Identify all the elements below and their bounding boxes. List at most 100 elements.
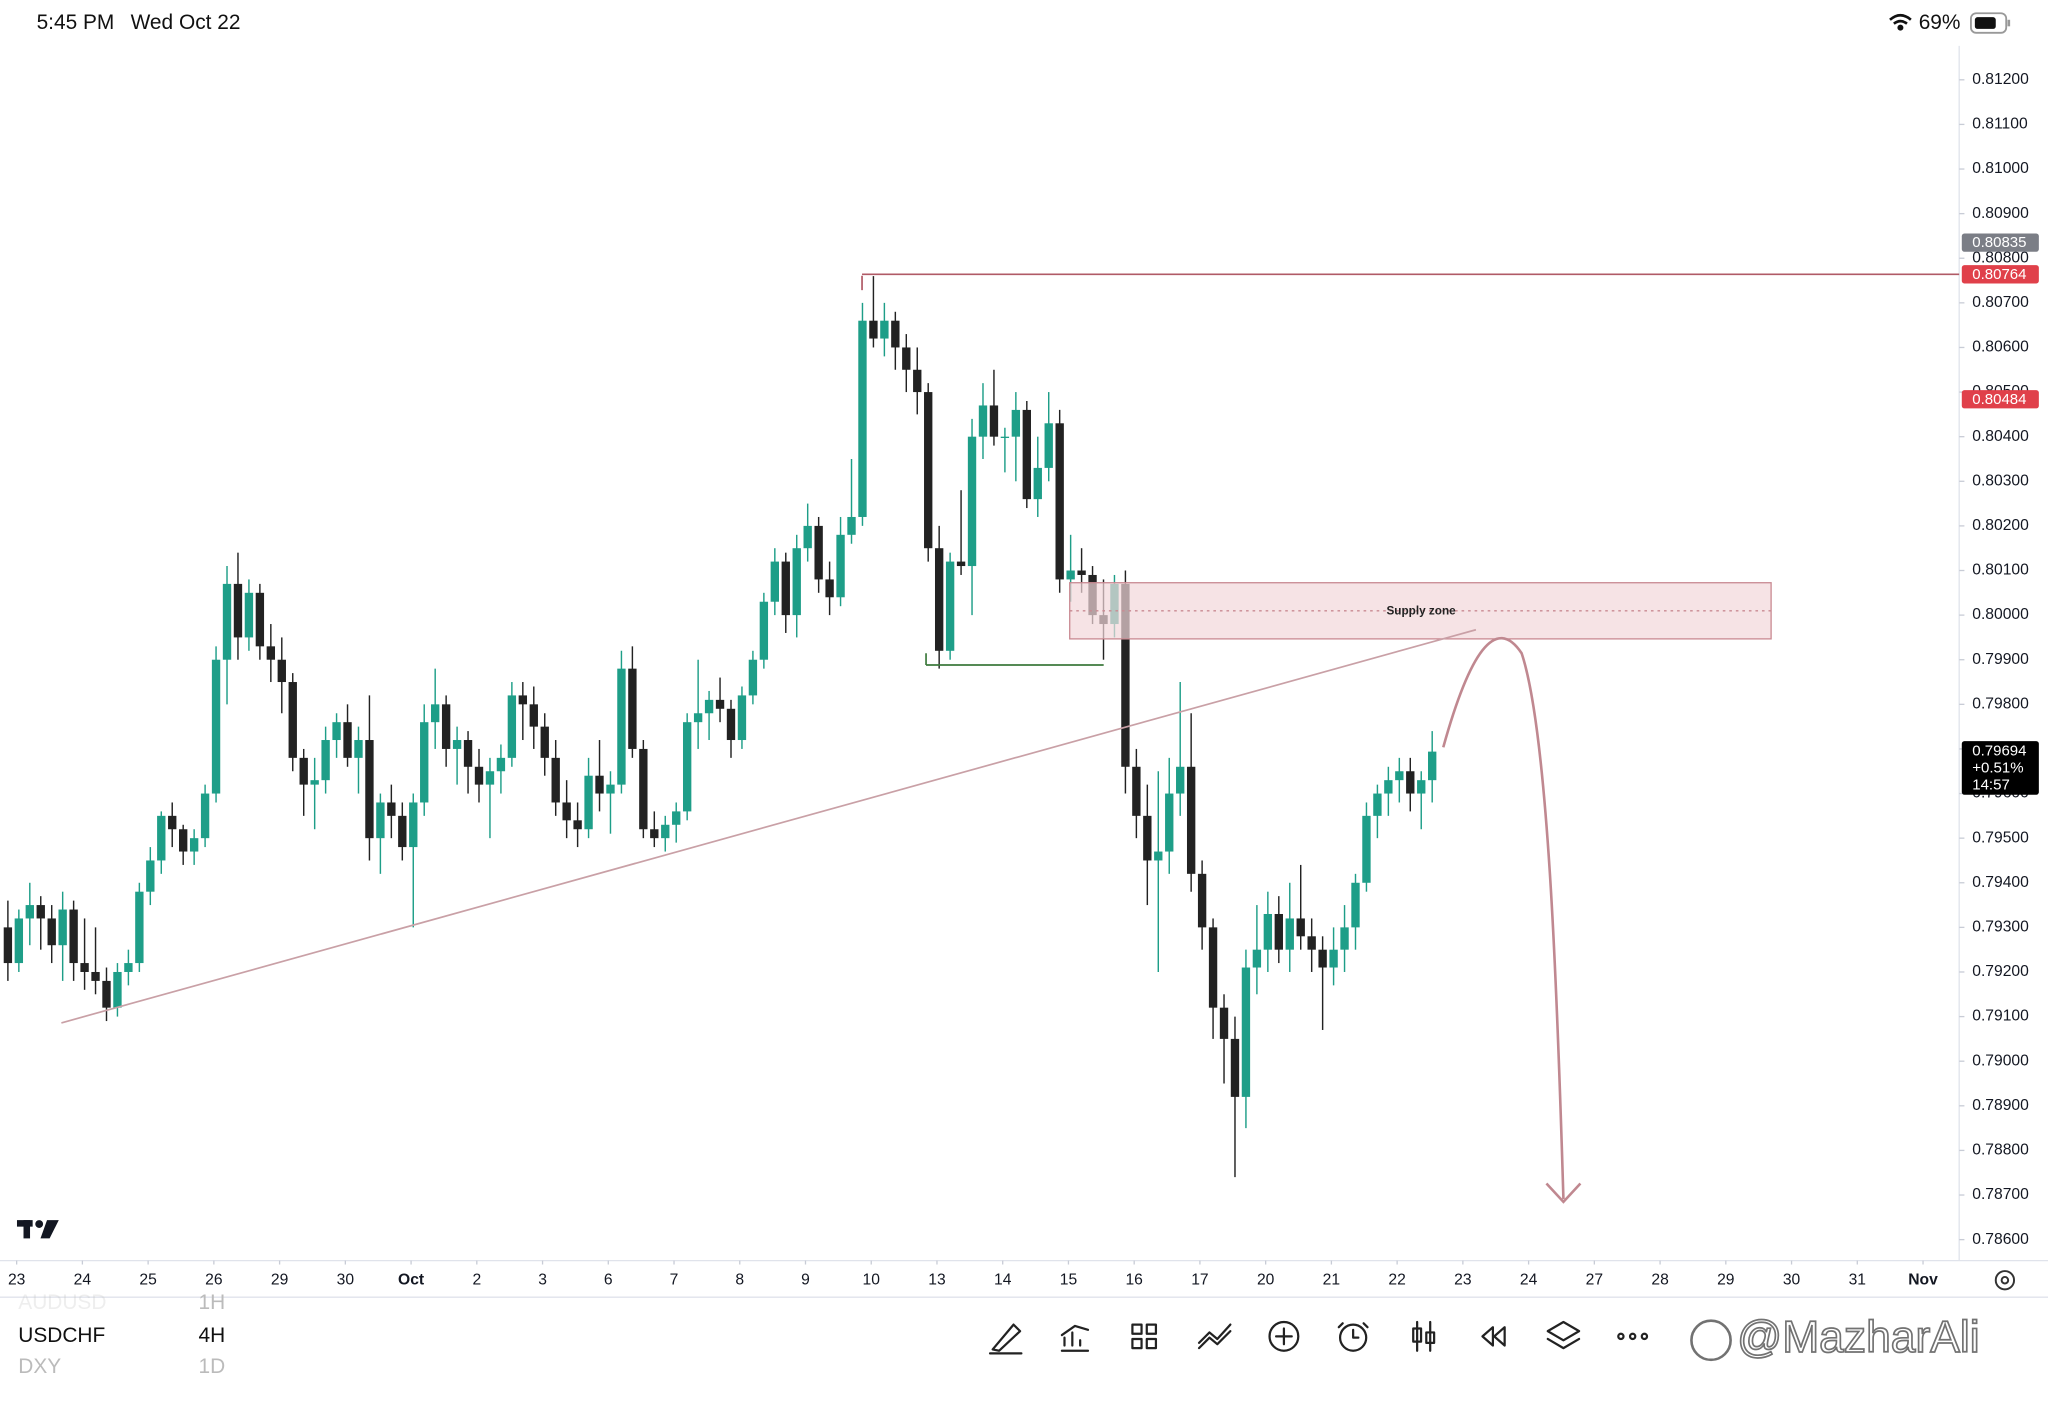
candle-body xyxy=(902,347,911,370)
candle-body xyxy=(485,771,495,785)
symbol-next[interactable]: DXY xyxy=(18,1355,61,1378)
candle-body xyxy=(792,548,801,616)
layout-tool[interactable] xyxy=(1131,1323,1158,1350)
y-tick-label: 0.80800 xyxy=(1972,249,2029,266)
status-date: Wed Oct 22 xyxy=(131,11,241,34)
last-price-countdown: 14:57 xyxy=(1972,777,2010,794)
x-tick-label: 30 xyxy=(337,1271,355,1288)
x-tick-label: 29 xyxy=(1717,1271,1734,1288)
candle-body xyxy=(179,829,188,852)
candle-body xyxy=(562,802,571,821)
candle-body xyxy=(102,980,111,1008)
x-tick-label: Nov xyxy=(1908,1271,1938,1288)
candle-body xyxy=(409,802,418,848)
x-tick-label: 21 xyxy=(1323,1271,1340,1288)
candle-body xyxy=(1066,570,1075,580)
candle-body xyxy=(91,971,100,981)
layers-tool[interactable] xyxy=(1546,1320,1581,1350)
candle-body xyxy=(913,369,922,393)
y-tick-label: 0.79100 xyxy=(1972,1008,2029,1025)
candle-body xyxy=(1197,873,1207,928)
candle-body xyxy=(321,740,330,781)
candle-body xyxy=(1022,409,1031,500)
candle-body xyxy=(989,405,999,437)
y-tick-label: 0.79000 xyxy=(1972,1052,2029,1069)
candle-body xyxy=(507,695,517,758)
x-tick-label: 25 xyxy=(139,1271,157,1288)
x-tick-label: 31 xyxy=(1849,1271,1866,1288)
candle-body xyxy=(770,561,780,602)
more-dot[interactable] xyxy=(1640,1332,1649,1341)
candle-body xyxy=(1077,570,1086,575)
y-tick-label: 0.80700 xyxy=(1972,294,2029,311)
candle-body xyxy=(650,829,659,839)
last-price-badge xyxy=(1961,741,2039,795)
y-tick-label: 0.79900 xyxy=(1972,651,2029,668)
add-plus[interactable] xyxy=(1274,1327,1293,1346)
candle-body xyxy=(1384,780,1393,794)
battery-icon xyxy=(1970,12,2011,34)
candle-body xyxy=(189,838,199,852)
y-tick-label: 0.78900 xyxy=(1972,1097,2029,1114)
candle-body xyxy=(781,561,790,616)
candle-body xyxy=(1176,766,1185,794)
candle-body xyxy=(1132,766,1141,816)
x-tick-label: 16 xyxy=(1125,1271,1143,1288)
trend-line xyxy=(61,628,1477,1024)
y-tick-label: 0.81200 xyxy=(1972,71,2029,88)
symbol[interactable]: USDCHF xyxy=(18,1324,105,1347)
x-tick-label: Oct xyxy=(398,1271,425,1288)
candle-body xyxy=(1241,967,1251,1097)
projection-arrow xyxy=(1442,637,1565,1200)
y-tick-label: 0.81000 xyxy=(1972,160,2029,177)
candle-body xyxy=(891,320,900,348)
y-tick-label: 0.80400 xyxy=(1972,428,2029,445)
candle-body xyxy=(452,740,462,749)
candle-body xyxy=(69,909,78,964)
compare-tool[interactable] xyxy=(1197,1323,1232,1350)
x-tick-label: 30 xyxy=(1783,1271,1801,1288)
x-tick-label: 10 xyxy=(863,1271,881,1288)
x-tick-label: 23 xyxy=(8,1271,26,1288)
candle-body xyxy=(222,583,232,660)
candle-body xyxy=(869,320,878,339)
x-tick-label: 26 xyxy=(205,1271,223,1288)
candle-body xyxy=(1208,927,1218,1008)
symbol-prev[interactable]: AUDUSD xyxy=(18,1291,106,1314)
candle-body xyxy=(945,561,955,651)
candle-body xyxy=(814,525,823,580)
x-tick-label: 6 xyxy=(604,1271,613,1288)
more-dot[interactable] xyxy=(1628,1332,1637,1341)
last-price-change: +0.51% xyxy=(1972,760,2023,777)
replay-tool[interactable] xyxy=(1481,1326,1506,1347)
bar-style-tool[interactable] xyxy=(1412,1320,1436,1352)
candle-body xyxy=(759,601,769,660)
candle-body xyxy=(1296,918,1305,937)
candle-body xyxy=(1329,949,1338,968)
x-tick-label: 20 xyxy=(1257,1271,1275,1288)
candle-body xyxy=(430,704,440,723)
candle-body xyxy=(639,748,648,830)
interval-prev[interactable]: 1H xyxy=(199,1291,226,1314)
y-tick-label: 0.79400 xyxy=(1972,874,2029,891)
add-tool[interactable] xyxy=(1268,1320,1300,1352)
more-dot[interactable] xyxy=(1617,1332,1625,1341)
alert-hands[interactable] xyxy=(1337,1322,1369,1339)
candle-body xyxy=(1285,918,1294,950)
y-tick-label: 0.79500 xyxy=(1972,829,2029,846)
candle-body xyxy=(3,927,13,964)
candle-body xyxy=(233,583,243,638)
settings-icon[interactable] xyxy=(1994,1270,2016,1291)
alert-tool[interactable] xyxy=(1338,1323,1368,1352)
candle-body xyxy=(14,918,24,964)
candle-body xyxy=(25,905,34,919)
candle-body xyxy=(1362,815,1371,883)
draw-tool[interactable] xyxy=(988,1323,1023,1355)
candle-body xyxy=(474,766,484,785)
indicators-tool[interactable] xyxy=(1060,1324,1090,1352)
candle-body xyxy=(1143,815,1152,861)
interval-next[interactable]: 1D xyxy=(199,1355,226,1378)
y-tick-label: 0.79800 xyxy=(1972,695,2029,712)
interval[interactable]: 4H xyxy=(199,1324,226,1347)
